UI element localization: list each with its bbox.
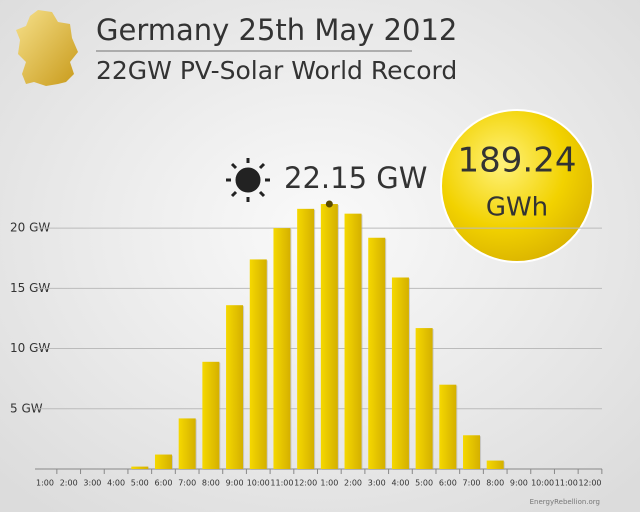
x-tick-label: 1:00 [320,479,338,488]
x-tick-label: 5:00 [415,479,433,488]
bar [297,208,315,469]
x-tick-label: 7:00 [463,479,481,488]
bar [463,435,481,469]
total-value: 189.24 [458,141,577,181]
bar [273,228,291,469]
bar [320,204,338,469]
subtitle: 22GW PV-Solar World Record [96,56,457,85]
bar [391,277,409,469]
x-tick-label: 10:00 [531,479,554,488]
x-tick-label: 12:00 [294,479,317,488]
x-tick-label: 2:00 [344,479,362,488]
bar [486,460,504,469]
x-tick-label: 6:00 [439,479,457,488]
germany-map-icon [16,10,78,86]
source-credit: EnergyRebellion.org [530,498,600,506]
x-tick-label: 6:00 [154,479,172,488]
total-badge [440,109,594,263]
x-tick-label: 11:00 [270,479,293,488]
peak-dot [325,200,333,208]
y-tick-label: 15 GW [10,281,50,295]
bar [368,237,386,469]
y-tick-label: 10 GW [10,341,50,355]
x-tick-label: 4:00 [391,479,409,488]
title: Germany 25th May 2012 [96,13,457,47]
x-tick-label: 9:00 [510,479,528,488]
x-tick-label: 10:00 [247,479,270,488]
y-tick-label: 20 GW [10,221,50,235]
x-tick-label: 5:00 [131,479,149,488]
x-tick-label: 9:00 [226,479,244,488]
bar [154,454,172,469]
peak-annotation: 22.15 GW [284,161,427,195]
x-tick-label: 3:00 [83,479,101,488]
x-tick-label: 8:00 [486,479,504,488]
x-tick-label: 11:00 [555,479,578,488]
x-tick-label: 1:00 [36,479,54,488]
bar [178,418,196,469]
x-tick-label: 3:00 [368,479,386,488]
x-tick-label: 12:00 [578,479,601,488]
bar [131,466,149,469]
sun-icon [226,158,270,202]
x-tick-label: 8:00 [202,479,220,488]
bar [415,328,433,469]
total-unit: GWh [486,193,548,223]
bar [344,213,362,469]
bar [249,259,267,469]
x-tick-label: 2:00 [60,479,78,488]
y-tick-label: 5 GW [10,401,43,415]
bar [202,361,220,469]
x-tick-label: 4:00 [107,479,125,488]
bar [439,384,457,469]
bar [226,305,244,469]
x-tick-label: 7:00 [178,479,196,488]
